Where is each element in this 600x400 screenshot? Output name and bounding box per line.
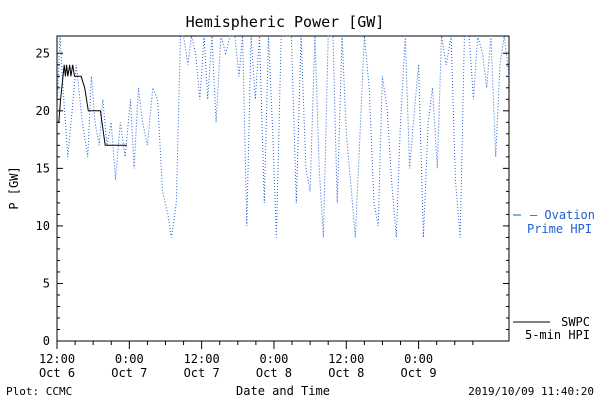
plot-credit: Plot: CCMC	[6, 385, 72, 398]
chart-title: Hemispheric Power [GW]	[186, 13, 385, 31]
x-tick-date: Oct 8	[328, 366, 364, 380]
swpc-series-line	[57, 64, 127, 146]
plot-frame	[56, 35, 510, 342]
y-tick-label: 20	[36, 104, 50, 118]
y-tick-label: 10	[36, 219, 50, 233]
legend-swpc-line2: 5-min HPI	[525, 328, 590, 342]
x-tick-time: 0:00	[260, 352, 289, 366]
plot-timestamp: 2019/10/09 11:40:20	[468, 385, 594, 398]
y-axis: 0 5 10 15 20 25	[36, 46, 509, 348]
x-tick-date: Oct 7	[184, 366, 220, 380]
legend-ovation-line2: Prime HPI	[527, 222, 592, 236]
x-tick-time: 0:00	[115, 352, 144, 366]
x-tick-time: 12:00	[39, 352, 75, 366]
x-axis-label: Date and Time	[236, 384, 330, 398]
x-tick-time: 12:00	[328, 352, 364, 366]
y-tick-label: 25	[36, 46, 50, 60]
y-axis-label: P [GW]	[7, 166, 21, 209]
x-tick-date: Oct 6	[39, 366, 75, 380]
x-tick-date: Oct 7	[111, 366, 147, 380]
legend-swpc-line1: SWPC	[561, 315, 590, 329]
x-tick-time: 12:00	[184, 352, 220, 366]
series-group	[56, 35, 510, 238]
y-tick-label: 5	[43, 276, 50, 290]
x-tick-time: 0:00	[404, 352, 433, 366]
ovation-prime-series-line	[56, 35, 510, 238]
legend-ovation-line1: — Ovation	[530, 208, 595, 222]
y-tick-label: 15	[36, 161, 50, 175]
y-tick-label: 0	[43, 334, 50, 348]
x-tick-date: Oct 9	[401, 366, 437, 380]
x-tick-date: Oct 8	[256, 366, 292, 380]
